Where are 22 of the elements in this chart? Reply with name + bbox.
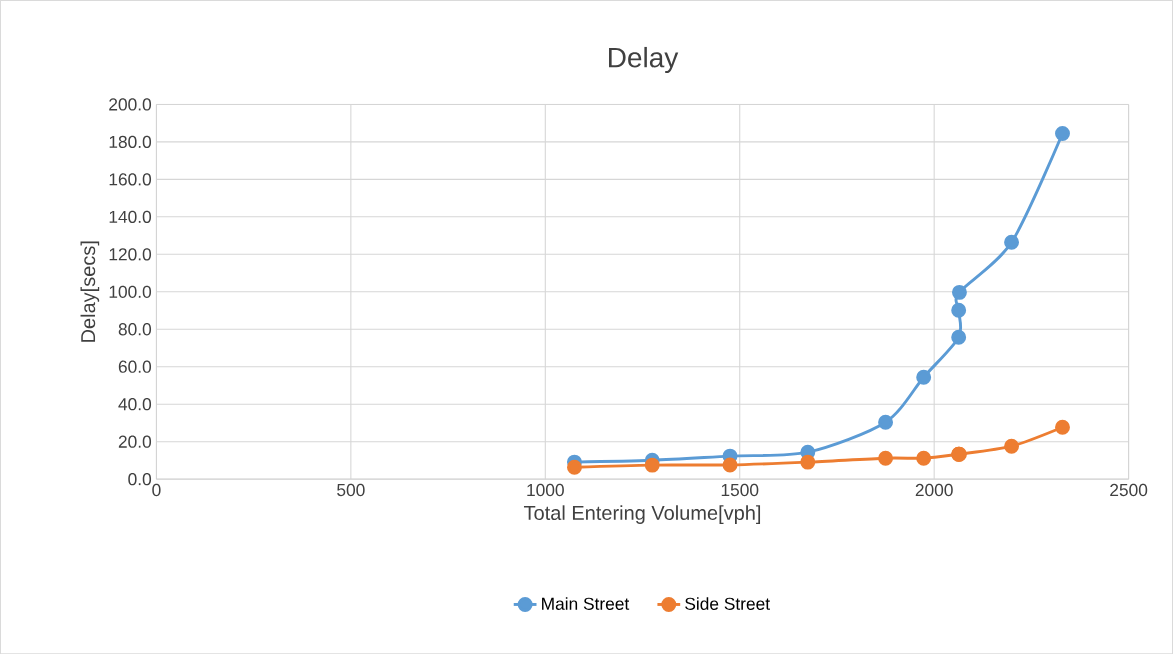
y-tick-label: 160.0 xyxy=(109,173,152,186)
y-tick-label: 80.0 xyxy=(118,322,152,336)
y-axis-title: Delay[secs] xyxy=(80,241,100,342)
y-tick-label: 180.0 xyxy=(109,135,152,148)
x-tick-label: 2500 xyxy=(1110,483,1148,497)
y-tick-label: 200.0 xyxy=(109,98,152,111)
y-tick-label: 100.0 xyxy=(109,285,152,298)
x-tick-label: 0 xyxy=(152,483,161,497)
legend-label: Side Street xyxy=(685,597,770,610)
y-tick-label: 40.0 xyxy=(118,397,152,411)
y-tick-label: 0.0 xyxy=(128,472,152,486)
y-tick-label: 140.0 xyxy=(109,210,152,223)
chart-title: Delay xyxy=(609,46,679,73)
y-tick-label: 60.0 xyxy=(118,360,152,373)
x-tick-label: 500 xyxy=(337,483,365,497)
x-tick-label: 1500 xyxy=(721,483,759,497)
y-tick-label: 20.0 xyxy=(118,435,152,448)
x-axis-title: Total Entering Volume[vph] xyxy=(523,505,761,524)
x-tick-label: 1000 xyxy=(527,483,564,497)
legend-label: Main Street xyxy=(542,597,630,610)
x-tick-label: 2000 xyxy=(915,483,953,497)
y-tick-label: 120.0 xyxy=(109,248,152,261)
